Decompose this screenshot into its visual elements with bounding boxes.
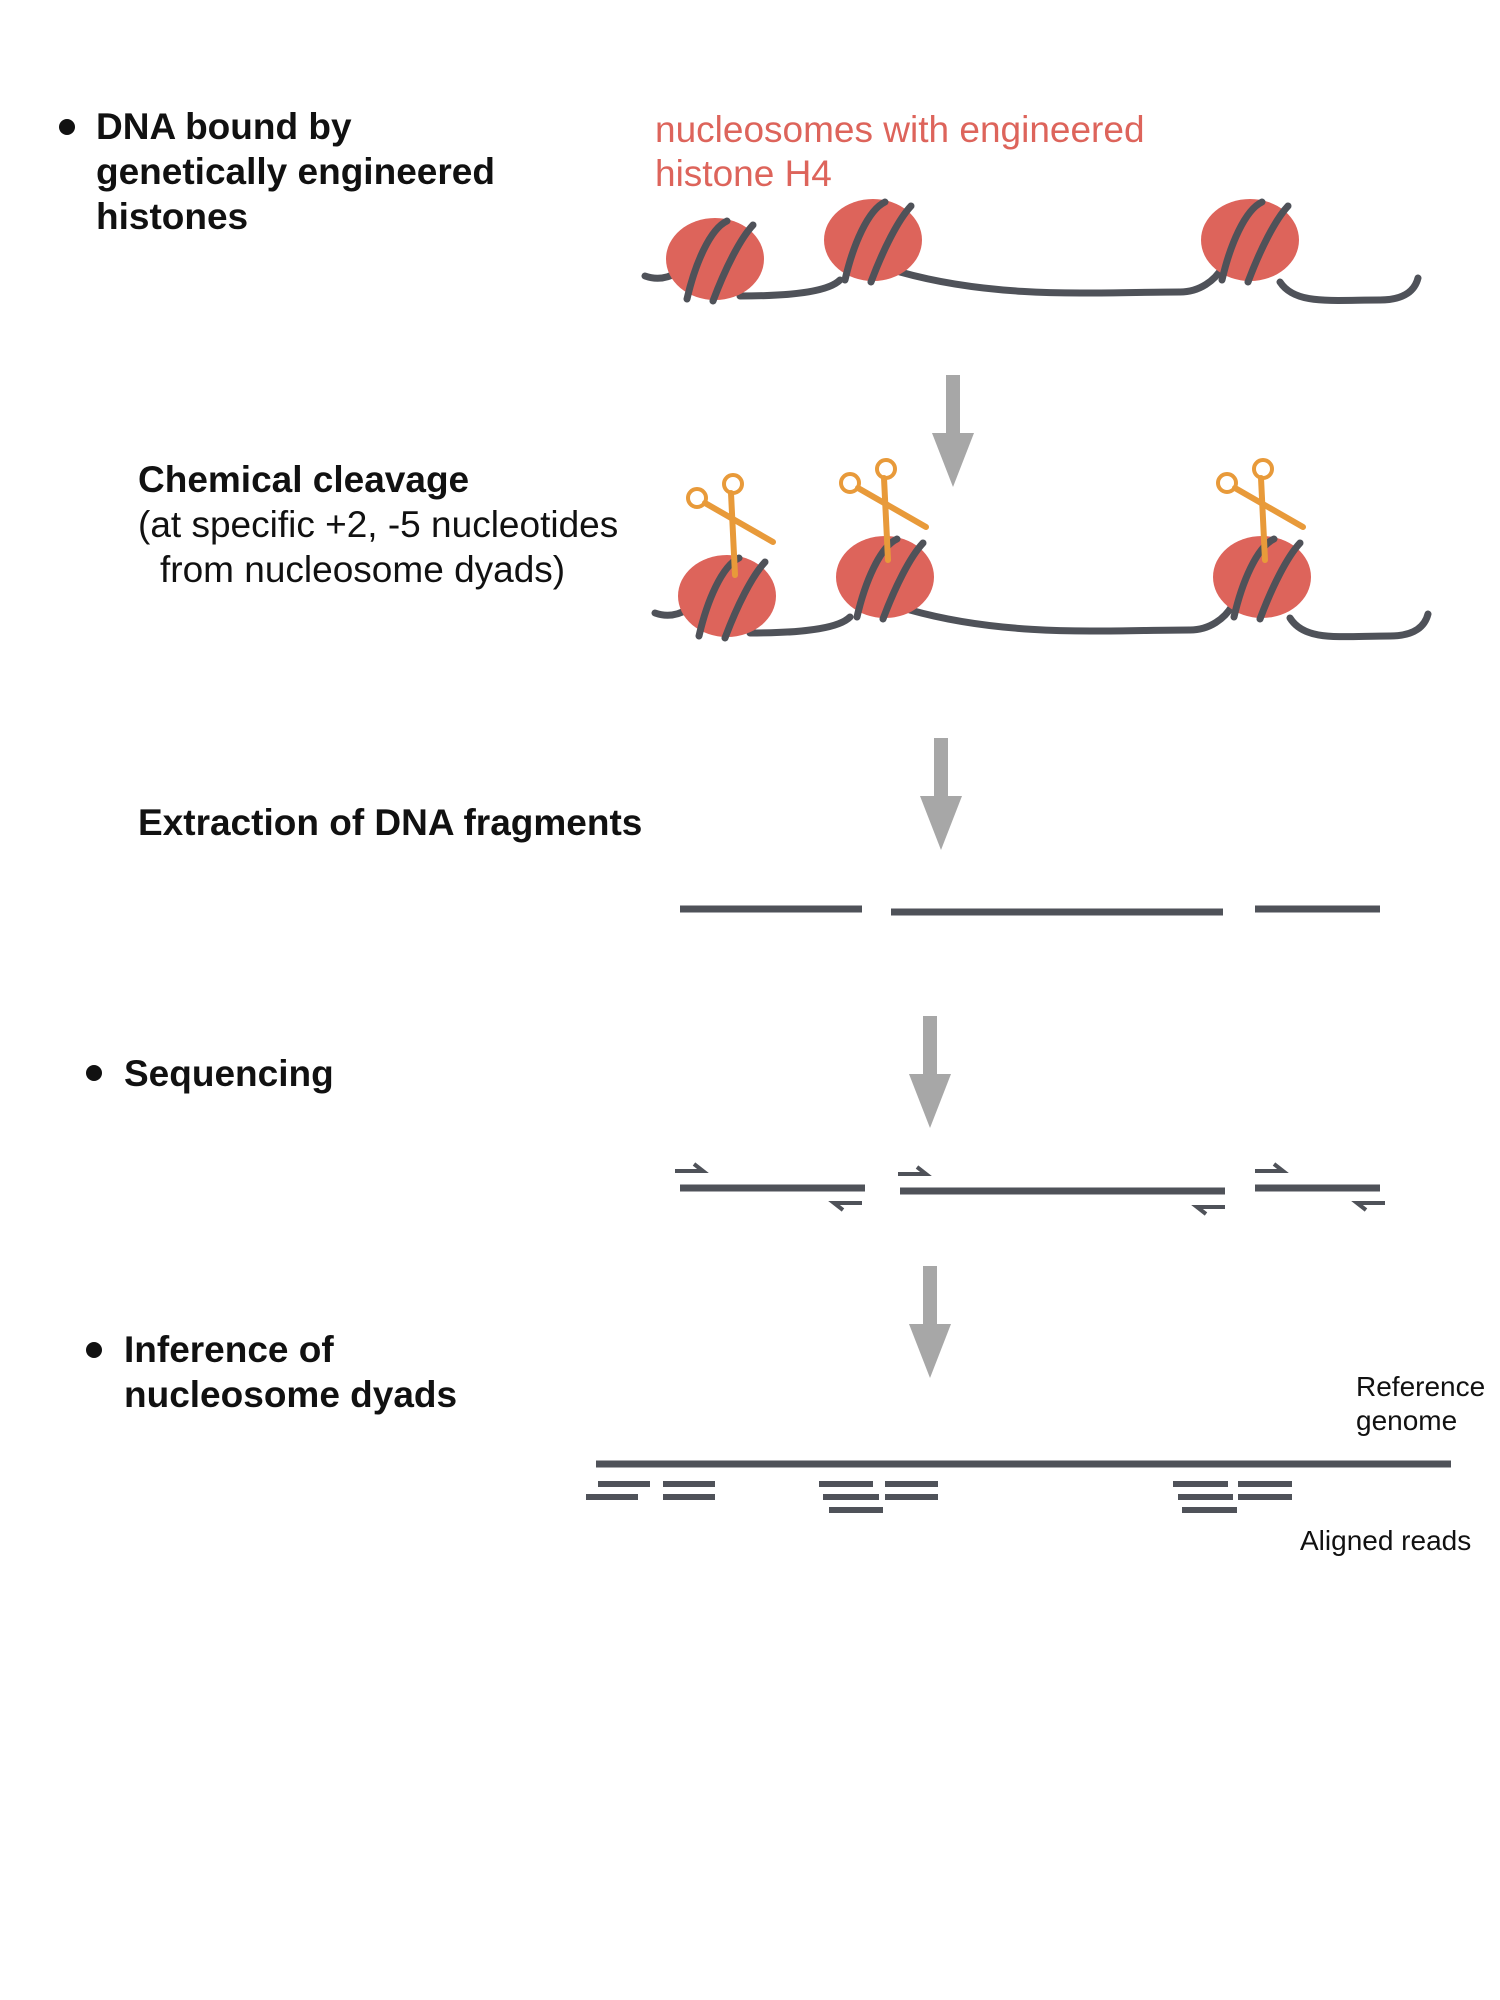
step1-title-line2: genetically engineered — [96, 151, 495, 192]
step1-title-line1: DNA bound by — [96, 106, 352, 147]
step4-title: Sequencing — [124, 1053, 334, 1094]
step2-desc-line2: from nucleosome dyads) — [160, 549, 565, 590]
nucleosome — [678, 555, 776, 638]
reference-label-line2: genome — [1356, 1405, 1457, 1436]
dna-with-nucleosomes-1 — [641, 199, 1422, 301]
step3-title: Extraction of DNA fragments — [138, 802, 642, 843]
primer-arrow-icon — [1191, 1205, 1225, 1216]
sequenced-fragments — [675, 1162, 1385, 1216]
nucleosome — [1201, 199, 1299, 282]
arrow-down-icon — [932, 375, 974, 487]
primer-arrow-icon — [1351, 1201, 1385, 1212]
step1-title: DNA bound by genetically engineered hist… — [96, 106, 505, 237]
step5-title: Inference of nucleosome dyads — [124, 1329, 457, 1415]
dna-with-nucleosomes-2 — [651, 536, 1432, 638]
step5-title-line2: nucleosome dyads — [124, 1374, 457, 1415]
nucleosome-label-line2: histone H4 — [655, 153, 832, 194]
step5-title-line1: Inference of — [124, 1329, 334, 1370]
primer-arrow-icon — [828, 1201, 862, 1212]
step1-title-line3: histones — [96, 196, 248, 237]
reference-genome-label: Reference genome — [1356, 1371, 1493, 1436]
bullet-icon — [86, 1065, 102, 1081]
nucleosome-label-line1: nucleosomes with engineered — [655, 109, 1145, 150]
aligned-reads-label: Aligned reads — [1300, 1525, 1471, 1556]
dna-fragments — [680, 905, 1380, 916]
step2-description: (at specific +2, -5 nucleotides from nuc… — [138, 504, 629, 590]
primer-arrow-icon — [898, 1165, 932, 1176]
arrow-down-icon — [909, 1016, 951, 1128]
arrow-down-icon — [909, 1266, 951, 1378]
aligned-reads — [586, 1481, 1292, 1513]
step2-title: Chemical cleavage — [138, 459, 469, 500]
primer-arrow-icon — [1255, 1162, 1289, 1173]
step2-desc-line1: (at specific +2, -5 nucleotides — [138, 504, 618, 545]
bullet-icon — [86, 1342, 102, 1358]
arrow-down-icon — [920, 738, 962, 850]
nucleosome-label: nucleosomes with engineered histone H4 — [655, 109, 1155, 194]
nucleosome — [666, 218, 764, 301]
bullet-icon — [59, 119, 75, 135]
nucleosome — [824, 199, 922, 282]
reference-label-line1: Reference — [1356, 1371, 1485, 1402]
primer-arrow-icon — [675, 1162, 709, 1173]
